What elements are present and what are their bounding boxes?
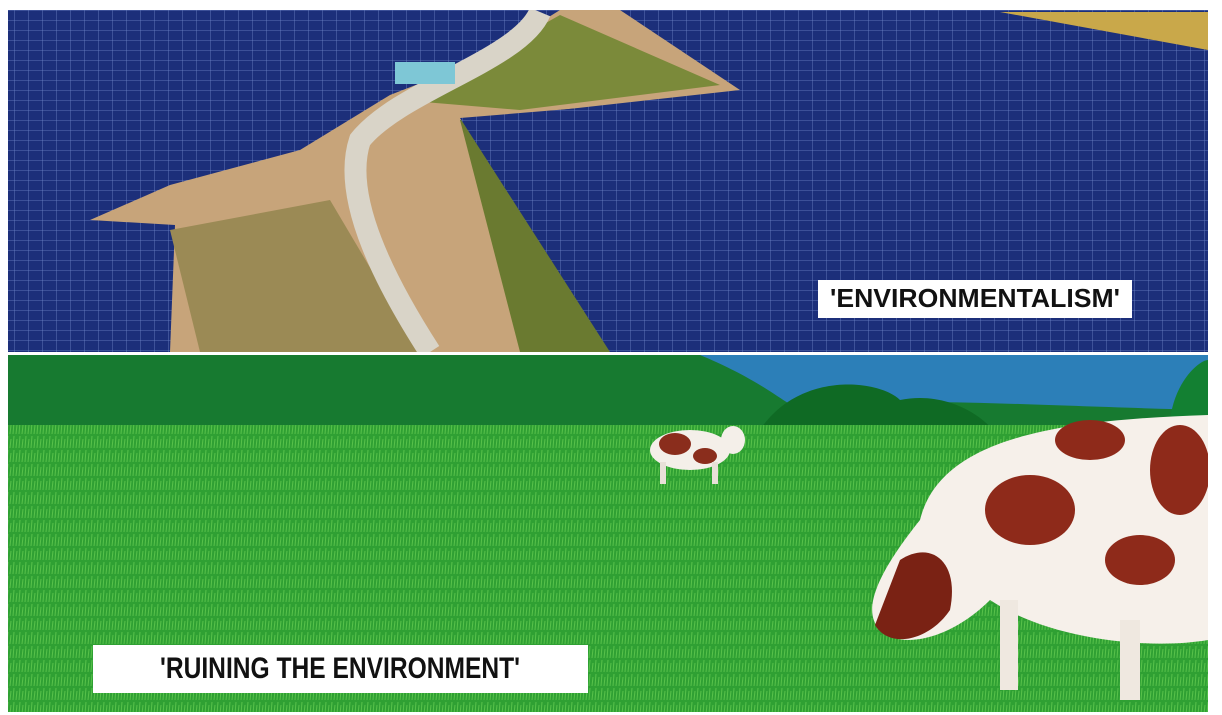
caption: 'ENVIRONMENTALISM' [830, 283, 1120, 313]
solar-farm-photo [8, 10, 1208, 352]
caption-box [93, 645, 588, 693]
caption: 'RUINING THE ENVIRONMENT' [160, 652, 520, 685]
cow [650, 426, 745, 484]
cow [872, 415, 1208, 700]
caption-box [818, 280, 1132, 318]
